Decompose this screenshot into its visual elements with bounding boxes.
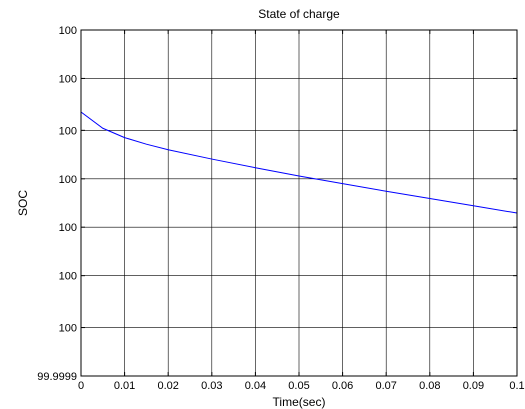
- x-axis-label: Time(sec): [273, 395, 326, 409]
- x-tick-label: 0.09: [463, 380, 484, 392]
- y-tick-label: 99.9999: [37, 371, 77, 383]
- y-tick-label: 100: [59, 174, 77, 186]
- x-tick-label: 0.04: [245, 380, 266, 392]
- x-tick-label: 0.06: [332, 380, 353, 392]
- y-tick-label: 100: [59, 73, 77, 85]
- grid-lines: [81, 30, 517, 376]
- x-tick-label: 0.1: [509, 380, 524, 392]
- axis-ticks: [80, 29, 518, 377]
- x-tick-labels: 0 0.01 0.02 0.03 0.04 0.05 0.06 0.07 0.08 0.09 0.1: [78, 380, 525, 392]
- x-tick-label: 0.03: [201, 380, 222, 392]
- y-tick-label: 100: [59, 271, 77, 283]
- y-tick-label: 100: [59, 25, 77, 37]
- x-tick-label: 0: [78, 380, 84, 392]
- y-tick-label: 100: [59, 125, 77, 137]
- x-tick-label: 0.07: [375, 380, 396, 392]
- y-tick-label: 100: [59, 323, 77, 335]
- chart-title: State of charge: [258, 7, 340, 21]
- soc-series-line: [80, 111, 518, 214]
- y-axis-label: SOC: [16, 190, 30, 216]
- x-tick-label: 0.01: [114, 380, 135, 392]
- x-tick-label: 0.08: [419, 380, 440, 392]
- y-tick-label: 100: [59, 222, 77, 234]
- x-tick-label: 0.02: [157, 380, 178, 392]
- y-tick-labels: 99.9999 100 100 100 100 100 100 100: [37, 25, 77, 383]
- x-tick-label: 0.05: [288, 380, 309, 392]
- series-layer: [80, 111, 518, 214]
